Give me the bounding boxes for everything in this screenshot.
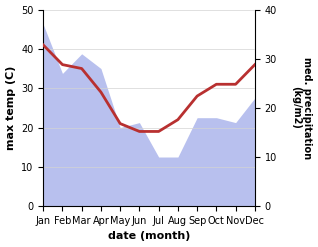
- Y-axis label: med. precipitation
(kg/m2): med. precipitation (kg/m2): [291, 57, 313, 159]
- Y-axis label: max temp (C): max temp (C): [5, 66, 16, 150]
- X-axis label: date (month): date (month): [108, 231, 190, 242]
